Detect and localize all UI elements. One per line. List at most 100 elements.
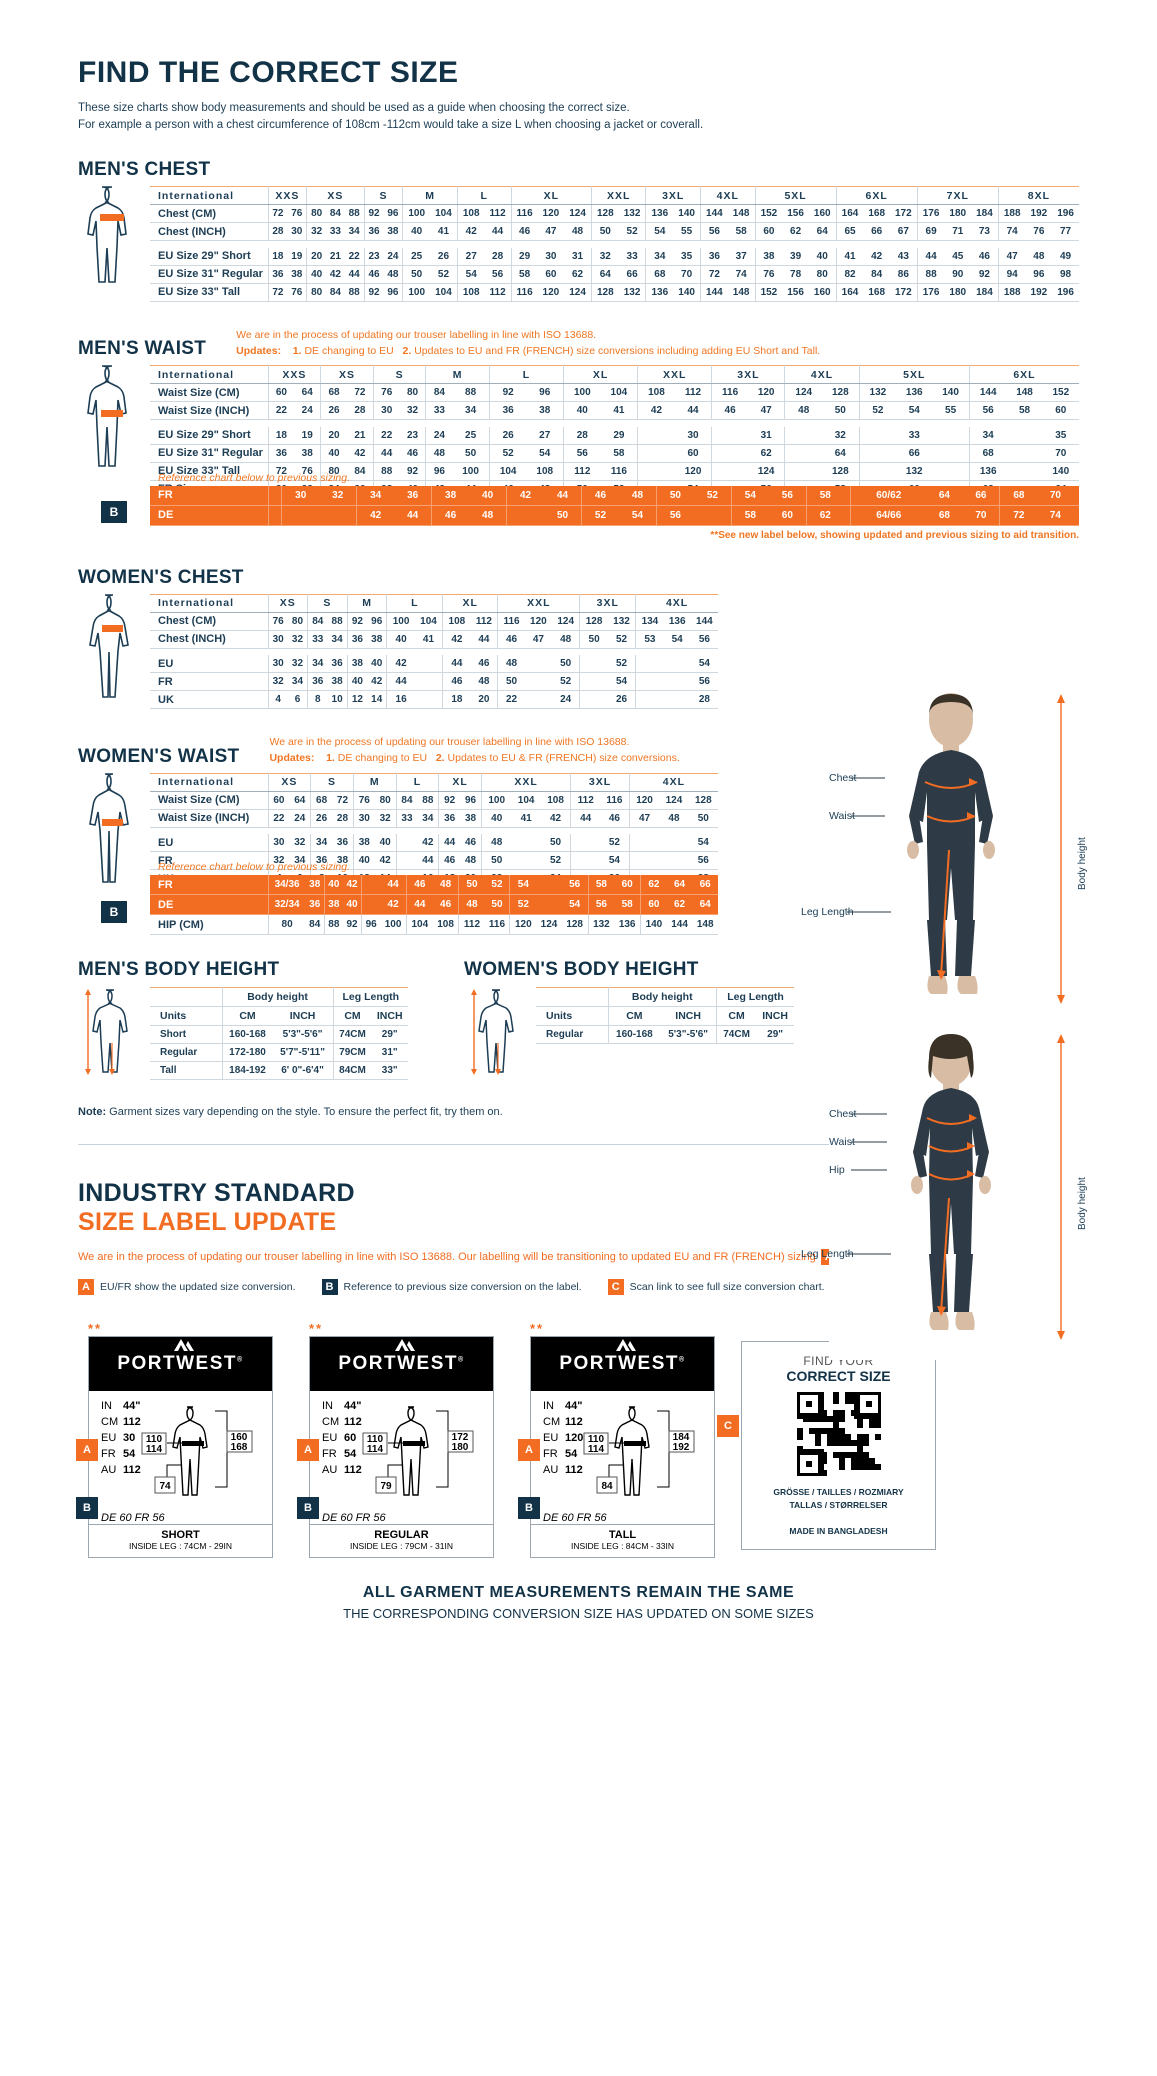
table-cell: 50 bbox=[484, 894, 510, 916]
bh-group-header: Body height bbox=[221, 987, 334, 1008]
table-cell: 46 bbox=[580, 485, 619, 506]
table-cell: 112 bbox=[674, 383, 712, 403]
table-cell: 84 bbox=[395, 791, 418, 810]
table-cell: 112 bbox=[484, 204, 512, 224]
legend-text-c: Scan link to see full size conversion ch… bbox=[629, 1281, 825, 1294]
table-row: EU 30 32 34 36 38 40 42 44 46 48 50 52 54 bbox=[150, 834, 718, 853]
table-cell: 42 bbox=[356, 505, 395, 526]
table-cell: 32 bbox=[267, 672, 288, 692]
table-cell: 108 bbox=[432, 914, 459, 936]
table-cell: 33 bbox=[395, 809, 418, 828]
row-spacer bbox=[150, 648, 718, 655]
table-cell: 132 bbox=[618, 204, 646, 224]
table-cell: 136 bbox=[614, 914, 641, 936]
table-cell: 60 bbox=[1042, 401, 1079, 421]
table-cell: 98 bbox=[1052, 265, 1079, 284]
table-cell: 38 bbox=[305, 875, 325, 896]
table-row: EU Size 31" Regular 36 38 40 42 44 46 48 50 52 54 5… bbox=[150, 444, 1079, 463]
mens-waist-title: MEN'S WAIST bbox=[78, 338, 207, 360]
table-cell: 56 bbox=[484, 265, 512, 284]
womens-chest-body: International XS S M L XL XXL 3XL 4XL Chest (CM) 7… bbox=[150, 594, 718, 710]
table-cell: 28 bbox=[690, 690, 718, 710]
table-cell: 48 bbox=[497, 655, 525, 674]
table-cell: 40 bbox=[480, 809, 512, 828]
table-cell: 112 bbox=[458, 914, 485, 936]
womens-waist-orange-area: Reference chart below to previous sizing… bbox=[150, 861, 718, 936]
row-label: Waist Size (CM) bbox=[150, 791, 268, 810]
mens-chest-heading-row: MEN'S CHEST bbox=[78, 159, 1079, 181]
table-cell: 47 bbox=[997, 247, 1026, 266]
table-cell: 72 bbox=[699, 265, 728, 284]
label-measurements-area: IN 44" CM 112 EU 120 FR 54 AU 112 110 114 184 192 84 bbox=[531, 1391, 714, 1508]
reference-badge-b: B bbox=[101, 501, 127, 524]
table-cell: 44 bbox=[405, 894, 433, 916]
w-update-1-text: DE changing to EU bbox=[337, 752, 428, 765]
table-cell: 32 bbox=[306, 222, 327, 242]
bh-group-header: Leg Length bbox=[716, 987, 794, 1008]
table-cell: 38 bbox=[294, 444, 321, 463]
measurement-row-cm: CM 112 bbox=[543, 1415, 583, 1431]
table-cell: 164 bbox=[835, 204, 864, 224]
size-header-xl: XL bbox=[563, 365, 638, 385]
row-label: Chest (CM) bbox=[150, 612, 268, 631]
measurement-row-fr: FR 54 bbox=[101, 1447, 141, 1463]
table-cell: 124 bbox=[747, 462, 785, 481]
table-cell: 26 bbox=[607, 690, 636, 710]
table-cell: 43 bbox=[889, 247, 918, 266]
label-tag-b: B bbox=[76, 1497, 98, 1520]
table-cell bbox=[524, 690, 552, 710]
table-cell: 96 bbox=[367, 612, 387, 631]
table-cell: 34/36 bbox=[267, 875, 306, 896]
table-cell: 36 bbox=[267, 444, 295, 463]
measurement-row-fr: FR 54 bbox=[322, 1447, 362, 1463]
table-cell: 46 bbox=[497, 630, 525, 649]
table-cell bbox=[858, 426, 897, 445]
table-cell: 52 bbox=[600, 834, 630, 853]
table-cell: 180 bbox=[944, 283, 972, 302]
measurement-row-eu: EU 120 bbox=[543, 1431, 583, 1447]
measurement-key: EU bbox=[322, 1432, 338, 1445]
table-cell bbox=[784, 426, 823, 445]
table-cell: 32/34 bbox=[267, 894, 306, 916]
table-cell: 52 bbox=[488, 444, 527, 463]
table-cell: 128 bbox=[579, 612, 608, 631]
measurement-value: 54 bbox=[123, 1448, 136, 1461]
measurement-value: 60 bbox=[344, 1432, 357, 1445]
size-header-6xl: 6XL bbox=[835, 186, 918, 206]
table-cell: 38 bbox=[367, 630, 387, 649]
table-cell: 34 bbox=[356, 485, 395, 506]
table-cell bbox=[843, 505, 851, 526]
table-cell: 100 bbox=[452, 462, 490, 481]
table-cell: 56 bbox=[655, 505, 694, 526]
page-title: FIND THE CORRECT SIZE bbox=[78, 56, 459, 89]
table-cell: 156 bbox=[782, 204, 809, 224]
womens-body-height-title: WOMEN'S BODY HEIGHT bbox=[464, 959, 699, 981]
table-cell: 152 bbox=[1042, 383, 1079, 403]
table-cell: 48 bbox=[551, 630, 580, 649]
table-cell: 96 bbox=[460, 791, 482, 810]
table-cell: 28 bbox=[484, 247, 512, 266]
table-cell: 128 bbox=[590, 204, 619, 224]
table-cell: 74 bbox=[727, 265, 756, 284]
measurement-key: IN bbox=[101, 1400, 112, 1413]
update-note-line2: Updates: 1. DE changing to EU 2. Updates… bbox=[236, 344, 820, 360]
table-cell bbox=[659, 834, 689, 853]
table-cell: 32 bbox=[399, 401, 426, 421]
table-cell: 92 bbox=[363, 283, 384, 302]
table-cell: 33" bbox=[371, 1061, 408, 1081]
table-cell: 144 bbox=[690, 612, 718, 631]
svg-text:79: 79 bbox=[380, 1481, 392, 1492]
w-update-note-line2: Updates: 1. DE changing to EU 2. Updates… bbox=[269, 751, 679, 767]
womens-bh-body: Body height Leg Length Units CM INCH CM INCH Re… bbox=[536, 987, 794, 1045]
table-cell bbox=[843, 485, 851, 506]
measurement-value: 112 bbox=[565, 1416, 583, 1429]
table-cell: 58 bbox=[730, 505, 769, 526]
womens-waist-reference-wrap: B Reference chart below to previous sizi… bbox=[78, 861, 718, 936]
previous-size-conversion: DE 60 FR 56 bbox=[543, 1512, 607, 1525]
table-cell: 52 bbox=[618, 222, 646, 242]
qr-code[interactable] bbox=[793, 1389, 884, 1480]
table-cell: 54 bbox=[526, 444, 564, 463]
bh-group-header: Body height bbox=[607, 987, 717, 1008]
table-cell bbox=[395, 851, 418, 871]
